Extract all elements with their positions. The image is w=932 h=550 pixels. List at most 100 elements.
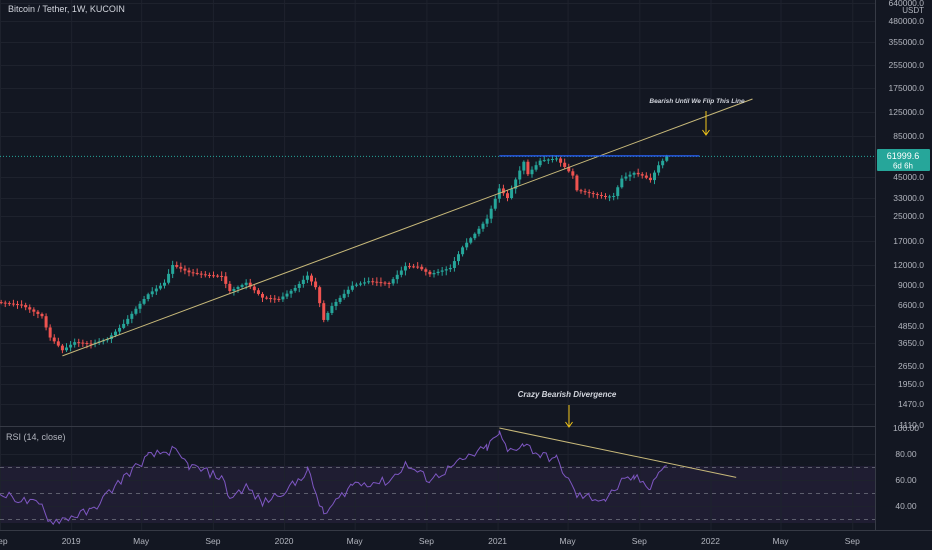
candle-body xyxy=(175,265,179,267)
candle-body xyxy=(489,208,493,219)
candle-body xyxy=(399,270,403,275)
candle-body xyxy=(122,323,126,328)
time-tick-label: 2021 xyxy=(488,536,507,546)
candle-body xyxy=(138,303,142,309)
candle-body xyxy=(379,282,383,284)
candle-body xyxy=(559,158,563,163)
candle-body xyxy=(36,311,40,314)
candle-body xyxy=(514,179,518,189)
candle-body xyxy=(167,273,171,283)
price-tick-label: 17000.0 xyxy=(893,236,924,246)
candle-body xyxy=(371,281,375,283)
price-axis[interactable]: 640000.0 480000.0 355000.0 255000.0 175000.0… xyxy=(889,0,925,511)
price-tick-label: 175000.0 xyxy=(889,83,925,93)
candle-body xyxy=(424,269,428,272)
rsi-band-lines xyxy=(0,467,875,520)
candle-body xyxy=(583,191,587,193)
candle-body xyxy=(28,307,32,310)
candle-body xyxy=(224,276,228,284)
candle-body xyxy=(73,342,77,345)
candle-body xyxy=(616,187,620,196)
rsi-tick-label: 60.00 xyxy=(895,475,917,485)
candle-body xyxy=(228,283,232,292)
candle-body xyxy=(412,266,416,268)
candle-body xyxy=(346,289,350,294)
ascending-trendline[interactable] xyxy=(62,98,753,357)
candle-body xyxy=(212,275,215,277)
candle-body xyxy=(252,286,256,291)
candle-body xyxy=(52,337,56,342)
annotation-divergence: Crazy Bearish Divergence xyxy=(518,390,617,399)
candle-body xyxy=(469,238,473,243)
candle-body xyxy=(20,304,24,306)
candle-body xyxy=(114,331,117,336)
candle-body xyxy=(154,288,158,292)
candle-body xyxy=(183,268,187,271)
candle-body xyxy=(599,195,603,197)
candle-body xyxy=(69,344,73,348)
price-tick-label: 12000.0 xyxy=(893,260,924,270)
candle-body xyxy=(640,174,644,176)
candle-body xyxy=(608,196,612,198)
candle-body xyxy=(203,274,207,276)
price-tick-label: 1110.0 xyxy=(899,420,924,430)
candle-body xyxy=(24,305,28,308)
candle-body xyxy=(444,269,448,271)
candle-body xyxy=(367,281,371,283)
candle-body xyxy=(567,167,571,172)
candle-body xyxy=(289,290,293,294)
rsi-title: RSI (14, close) xyxy=(6,432,66,442)
candle-body xyxy=(281,296,285,300)
candle-body xyxy=(261,293,264,298)
chart-title: Bitcoin / Tether, 1W, KUCOIN xyxy=(8,4,125,14)
candle-body xyxy=(546,159,550,161)
candle-body xyxy=(301,279,305,284)
candle-body xyxy=(142,299,146,304)
candle-body xyxy=(452,261,456,268)
candle-body xyxy=(359,283,362,285)
candle-body xyxy=(265,297,269,299)
current-price-label-bg xyxy=(877,149,930,171)
price-tick-label: 4850.0 xyxy=(898,321,924,331)
candle-body xyxy=(485,218,489,224)
candle-body xyxy=(579,190,583,192)
time-tick-label: Sep xyxy=(419,536,434,546)
price-tick-label: 480000.0 xyxy=(889,16,925,26)
candle-body xyxy=(436,271,440,274)
time-tick-label: Sep xyxy=(0,536,8,546)
price-tick-label: 25000.0 xyxy=(893,211,924,221)
candle-body xyxy=(56,341,60,346)
candle-body xyxy=(60,345,64,351)
price-tick-label: 355000.0 xyxy=(889,37,925,47)
candle-body xyxy=(612,195,616,197)
candle-body xyxy=(408,266,411,268)
candle-body xyxy=(199,273,203,275)
time-axis[interactable]: Sep 2019 May Sep 2020 May Sep 2021 May Sep 2022 May… xyxy=(0,536,860,546)
candle-body xyxy=(481,223,485,229)
candle-body xyxy=(465,242,469,248)
candle-body xyxy=(604,196,607,198)
time-tick-label: Sep xyxy=(632,536,647,546)
candle-body xyxy=(256,290,260,294)
rsi-divergence-line[interactable] xyxy=(499,427,737,478)
candle-body xyxy=(661,160,665,166)
candle-body xyxy=(326,312,330,320)
candle-body xyxy=(310,275,313,282)
candle-body xyxy=(40,313,44,317)
rsi-tick-label: 100.00 xyxy=(893,423,919,433)
price-tick-label: 6600.0 xyxy=(898,300,924,310)
candle-body xyxy=(16,304,19,306)
rsi-tick-label: 40.00 xyxy=(895,501,917,511)
current-price: 61999.6 xyxy=(887,151,920,161)
candle-body xyxy=(48,327,52,338)
candle-body xyxy=(644,175,648,178)
candle-body xyxy=(350,285,354,290)
candle-body xyxy=(391,279,395,284)
candle-body xyxy=(591,193,595,195)
candle-body xyxy=(428,271,432,275)
time-tick-label: May xyxy=(560,536,577,546)
rsi-band xyxy=(0,466,875,523)
candle-body xyxy=(587,192,591,194)
candle-body xyxy=(624,176,628,179)
